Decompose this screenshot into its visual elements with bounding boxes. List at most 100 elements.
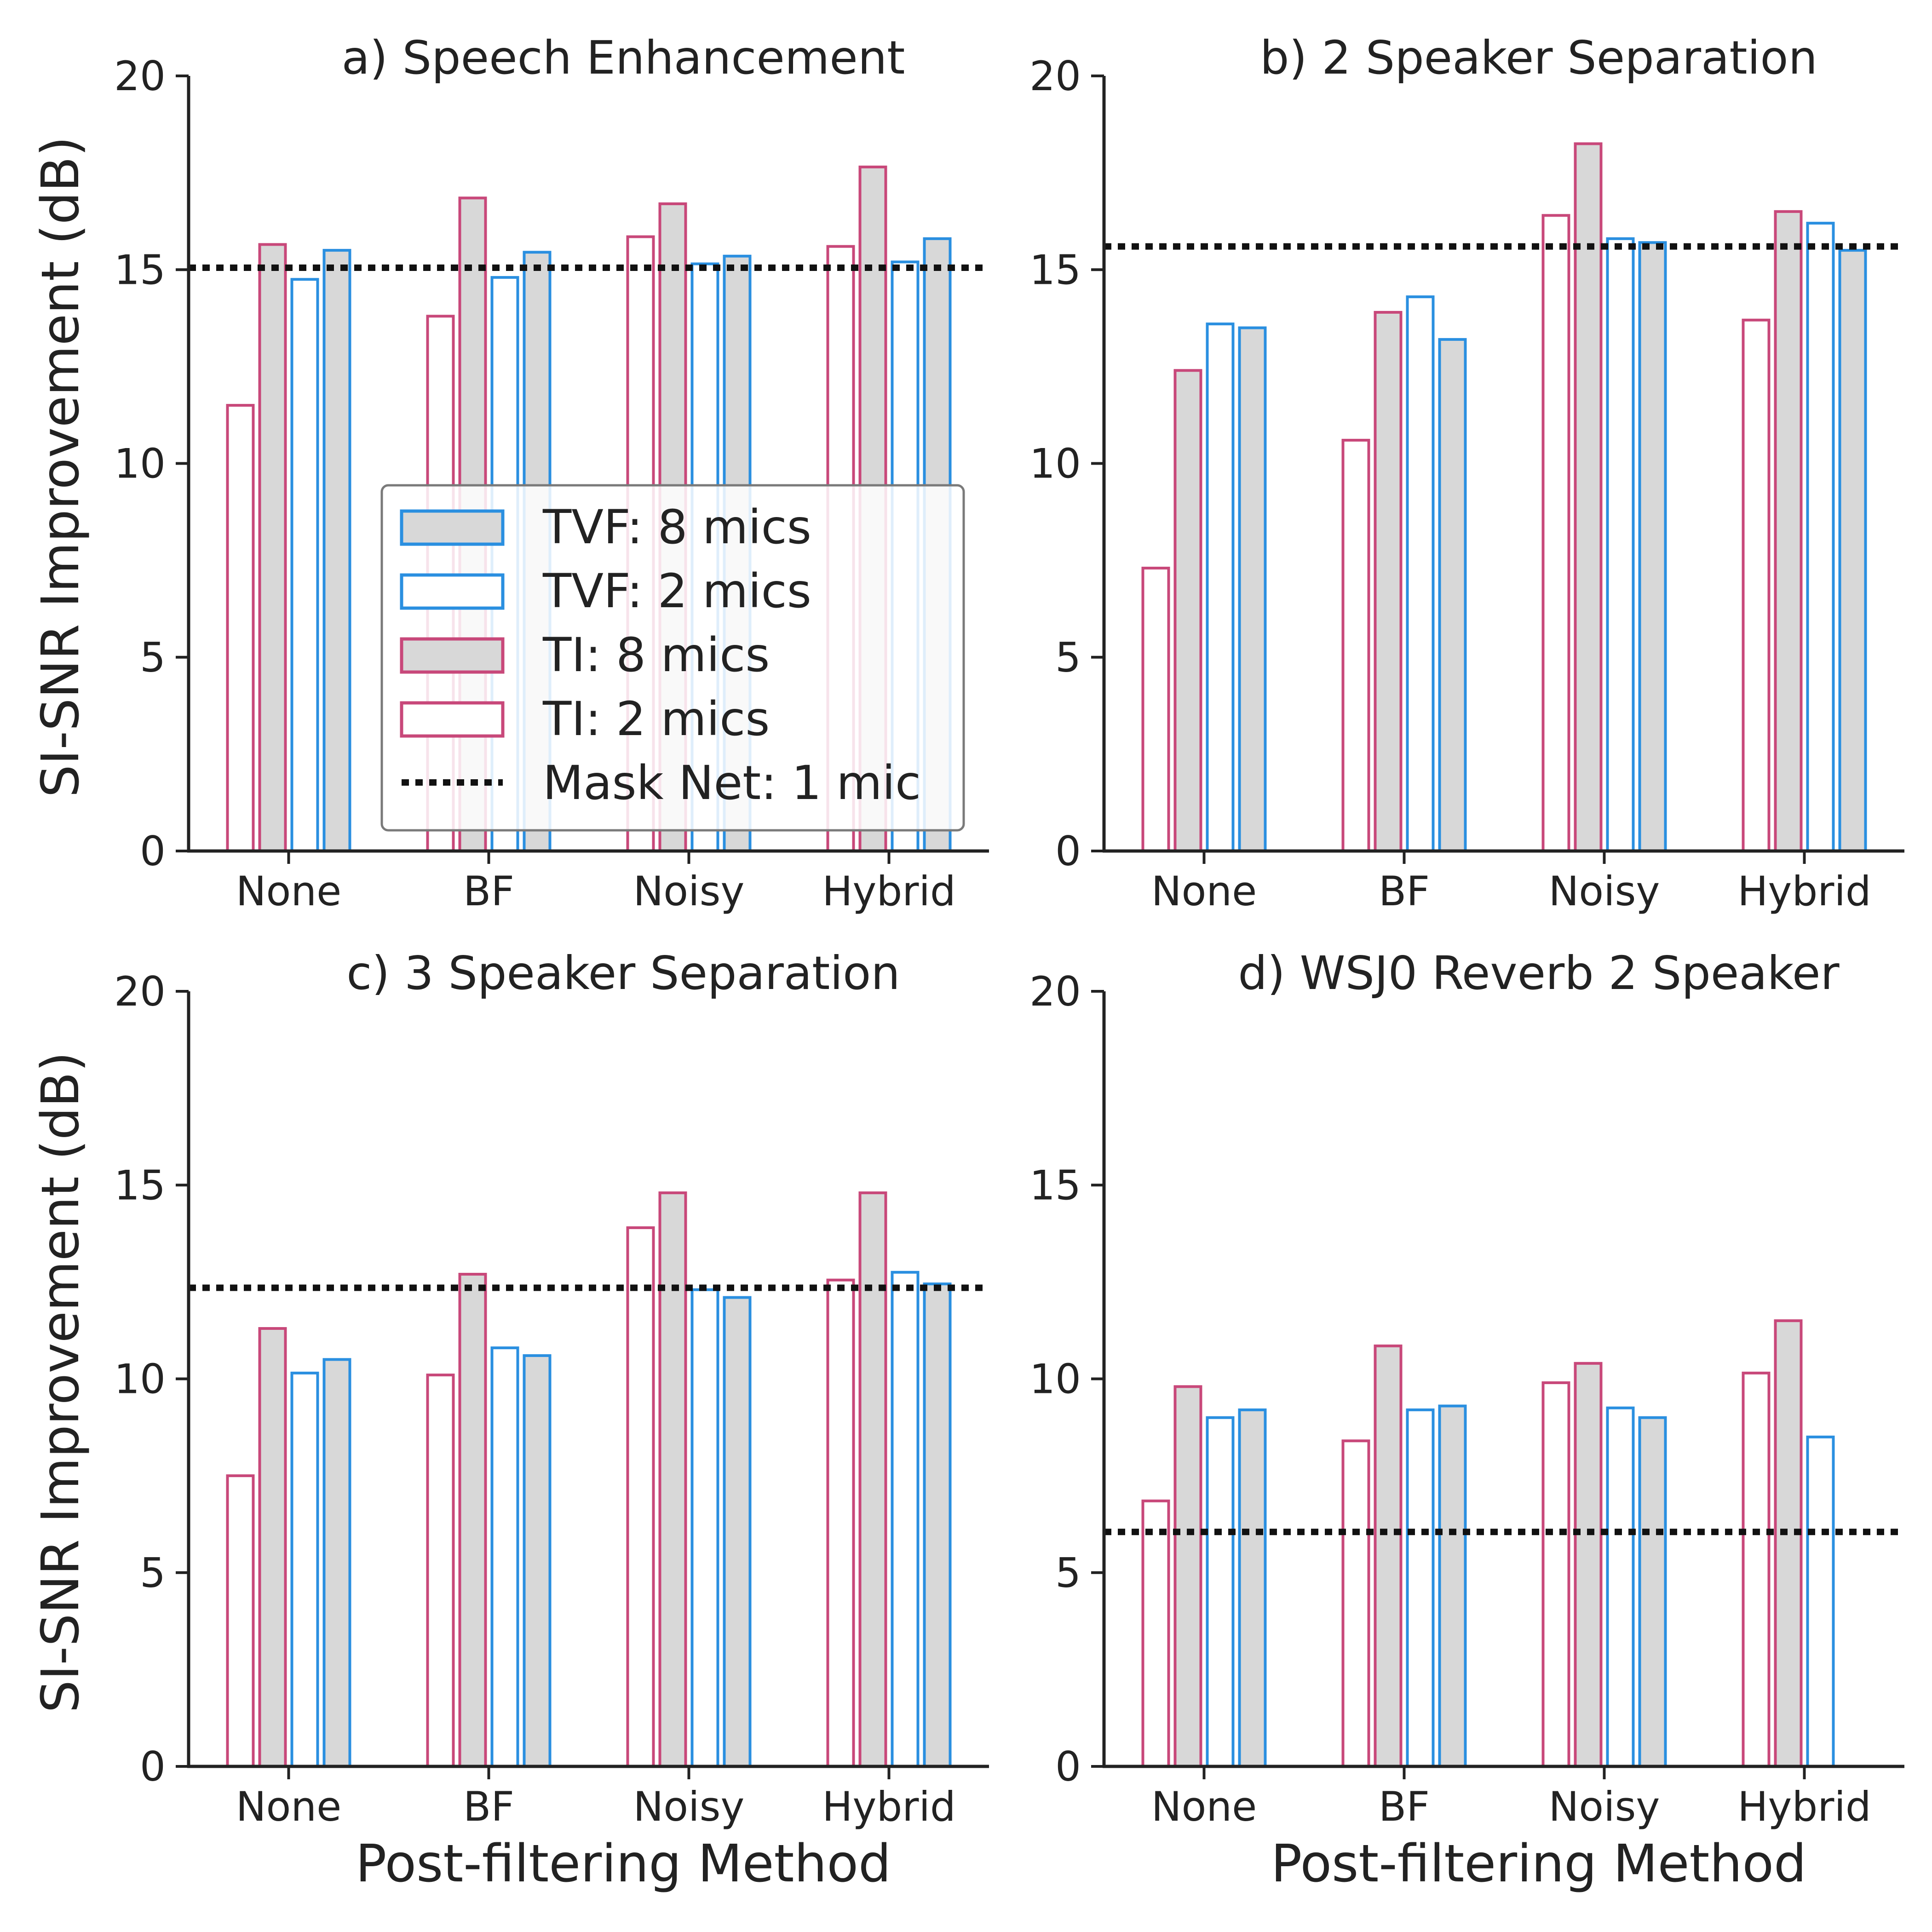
subplot-2: 0 5 10 15 20 None BF Noisy Hybrid b) 2 Speaker Se… <box>1029 31 1904 915</box>
bar-ti-8-mics-bf <box>1374 310 1403 852</box>
x-tick-label: Hybrid <box>822 1783 956 1830</box>
x-axis-label: Post-filtering Method <box>356 1834 891 1894</box>
bar-tvf-8-mics-hybrid <box>1838 249 1867 852</box>
y-tick-label: 0 <box>1055 1743 1081 1790</box>
bar-ti-8-mics-bf <box>458 1273 487 1768</box>
bar-tvf-8-mics-bf <box>1438 338 1467 852</box>
legend-frame <box>380 484 965 832</box>
bar-ti-2-mics-hybrid <box>826 1278 855 1768</box>
bar-tvf-8-mics-none <box>322 1358 351 1768</box>
bar-ti-2-mics-hybrid <box>1742 1371 1771 1768</box>
x-tick-label: Noisy <box>633 868 744 915</box>
x-tick-label: Hybrid <box>1737 868 1871 915</box>
x-tick-label: Noisy <box>1548 868 1660 915</box>
y-tick-label: 10 <box>1029 1356 1081 1403</box>
bar-ti-8-mics-noisy <box>1574 142 1603 852</box>
bar-ti-8-mics-none <box>258 243 287 852</box>
x-tick-label: Hybrid <box>822 868 956 915</box>
x-tick-label: None <box>236 1783 342 1830</box>
subplot-3: 0 5 10 15 20 None BF Noisy Hybrid c) 3 Speaker Se… <box>114 946 989 1894</box>
x-tick-label: Noisy <box>1548 1783 1660 1830</box>
y-tick-label: 0 <box>140 1743 166 1790</box>
x-tick-label: BF <box>463 868 514 915</box>
bar-tvf-2-mics-bf <box>490 1346 519 1768</box>
legend-swatch-hollow <box>400 573 505 610</box>
bar-tvf-2-mics-none <box>290 278 319 852</box>
legend-label: TI: 2 mics <box>542 692 770 747</box>
y-tick-label: 15 <box>1029 246 1081 293</box>
y-tick-label: 0 <box>1055 828 1081 875</box>
bar-tvf-2-mics-hybrid <box>1806 222 1835 852</box>
bar-tvf-2-mics-noisy <box>1606 1406 1635 1768</box>
x-tick-label: Noisy <box>633 1783 744 1830</box>
legend: TVF: 8 mics TVF: 2 mics TI: 8 mics TI: 2 mi… <box>380 484 965 832</box>
bar-ti-2-mics-none <box>226 404 255 852</box>
y-tick-label: 15 <box>114 1162 166 1209</box>
bar-ti-8-mics-noisy <box>658 1191 687 1768</box>
bar-tvf-8-mics-none <box>322 249 351 852</box>
x-tick-label: BF <box>463 1783 514 1830</box>
bar-ti-2-mics-bf <box>426 1374 455 1768</box>
y-tick-label: 20 <box>1029 52 1081 100</box>
bar-tvf-2-mics-noisy <box>1606 237 1635 852</box>
x-tick-label: Hybrid <box>1737 1783 1871 1830</box>
bar-tvf-2-mics-none <box>1206 1416 1235 1768</box>
legend-swatch-hollow <box>400 701 505 738</box>
bar-ti-2-mics-none <box>226 1474 255 1768</box>
bar-tvf-8-mics-bf <box>523 1354 552 1768</box>
x-tick-label: None <box>1151 868 1257 915</box>
y-axis-label-top: SI-SNR Improvement (dB) <box>31 136 91 797</box>
x-tick-label: BF <box>1379 868 1430 915</box>
y-tick-label: 15 <box>114 246 166 293</box>
x-tick-label: None <box>236 868 342 915</box>
subplot-title: c) 3 Speaker Separation <box>346 946 900 1000</box>
y-tick-label: 10 <box>114 440 166 488</box>
bar-ti-8-mics-none <box>1173 1385 1202 1768</box>
bar-ti-2-mics-noisy <box>626 1226 655 1768</box>
y-tick-label: 10 <box>1029 440 1081 488</box>
bar-ti-8-mics-bf <box>1374 1344 1403 1768</box>
y-tick-label: 20 <box>114 968 166 1015</box>
y-tick-label: 5 <box>1055 1549 1081 1597</box>
bar-tvf-2-mics-none <box>1206 322 1235 853</box>
bar-ti-2-mics-bf <box>1341 438 1370 852</box>
subplots: 0 5 10 15 20 None BF Noisy Hybrid a) Speech Enhan… <box>114 31 1904 1894</box>
subplot-title: a) Speech Enhancement <box>342 31 905 85</box>
legend-label: TI: 8 mics <box>542 628 770 683</box>
bar-tvf-2-mics-bf <box>1406 295 1435 852</box>
bar-ti-8-mics-noisy <box>1574 1362 1603 1768</box>
y-tick-label: 0 <box>140 828 166 875</box>
bar-tvf-2-mics-hybrid <box>891 1271 920 1768</box>
bar-ti-8-mics-hybrid <box>858 1191 887 1768</box>
bar-ti-8-mics-none <box>258 1327 287 1768</box>
legend-label: TVF: 2 mics <box>542 564 811 619</box>
bar-tvf-8-mics-noisy <box>723 1296 752 1768</box>
bar-ti-8-mics-hybrid <box>1774 210 1803 852</box>
subplot-title: d) WSJ0 Reverb 2 Speaker <box>1238 946 1840 1000</box>
x-tick-label: BF <box>1379 1783 1430 1830</box>
legend-swatch-filled <box>400 637 505 674</box>
legend-label: TVF: 8 mics <box>542 500 811 555</box>
y-tick-label: 5 <box>1055 634 1081 681</box>
bar-tvf-8-mics-bf <box>1438 1404 1467 1768</box>
bar-tvf-2-mics-none <box>290 1371 319 1768</box>
y-tick-label: 20 <box>114 52 166 100</box>
y-tick-label: 10 <box>114 1356 166 1403</box>
y-axis-label-bottom: SI-SNR Improvement (dB) <box>31 1052 91 1713</box>
bar-tvf-8-mics-noisy <box>1638 241 1667 852</box>
bar-ti-2-mics-bf <box>1341 1439 1370 1768</box>
bar-tvf-2-mics-bf <box>1406 1408 1435 1768</box>
bar-ti-2-mics-none <box>1141 1499 1170 1768</box>
subplot-title: b) 2 Speaker Separation <box>1260 31 1817 85</box>
bar-tvf-2-mics-hybrid <box>1806 1435 1835 1768</box>
bar-ti-2-mics-hybrid <box>1742 318 1771 852</box>
bar-ti-2-mics-none <box>1141 566 1170 852</box>
x-axis-label: Post-filtering Method <box>1271 1834 1806 1894</box>
legend-swatch-filled <box>400 509 505 546</box>
bar-tvf-8-mics-noisy <box>1638 1416 1667 1768</box>
subplot-4: 0 5 10 15 20 None BF Noisy Hybrid d) WSJ0 Reverb … <box>1029 946 1904 1894</box>
bar-ti-8-mics-hybrid <box>1774 1319 1803 1768</box>
y-tick-label: 5 <box>140 1549 166 1597</box>
bar-ti-2-mics-noisy <box>1541 214 1570 852</box>
